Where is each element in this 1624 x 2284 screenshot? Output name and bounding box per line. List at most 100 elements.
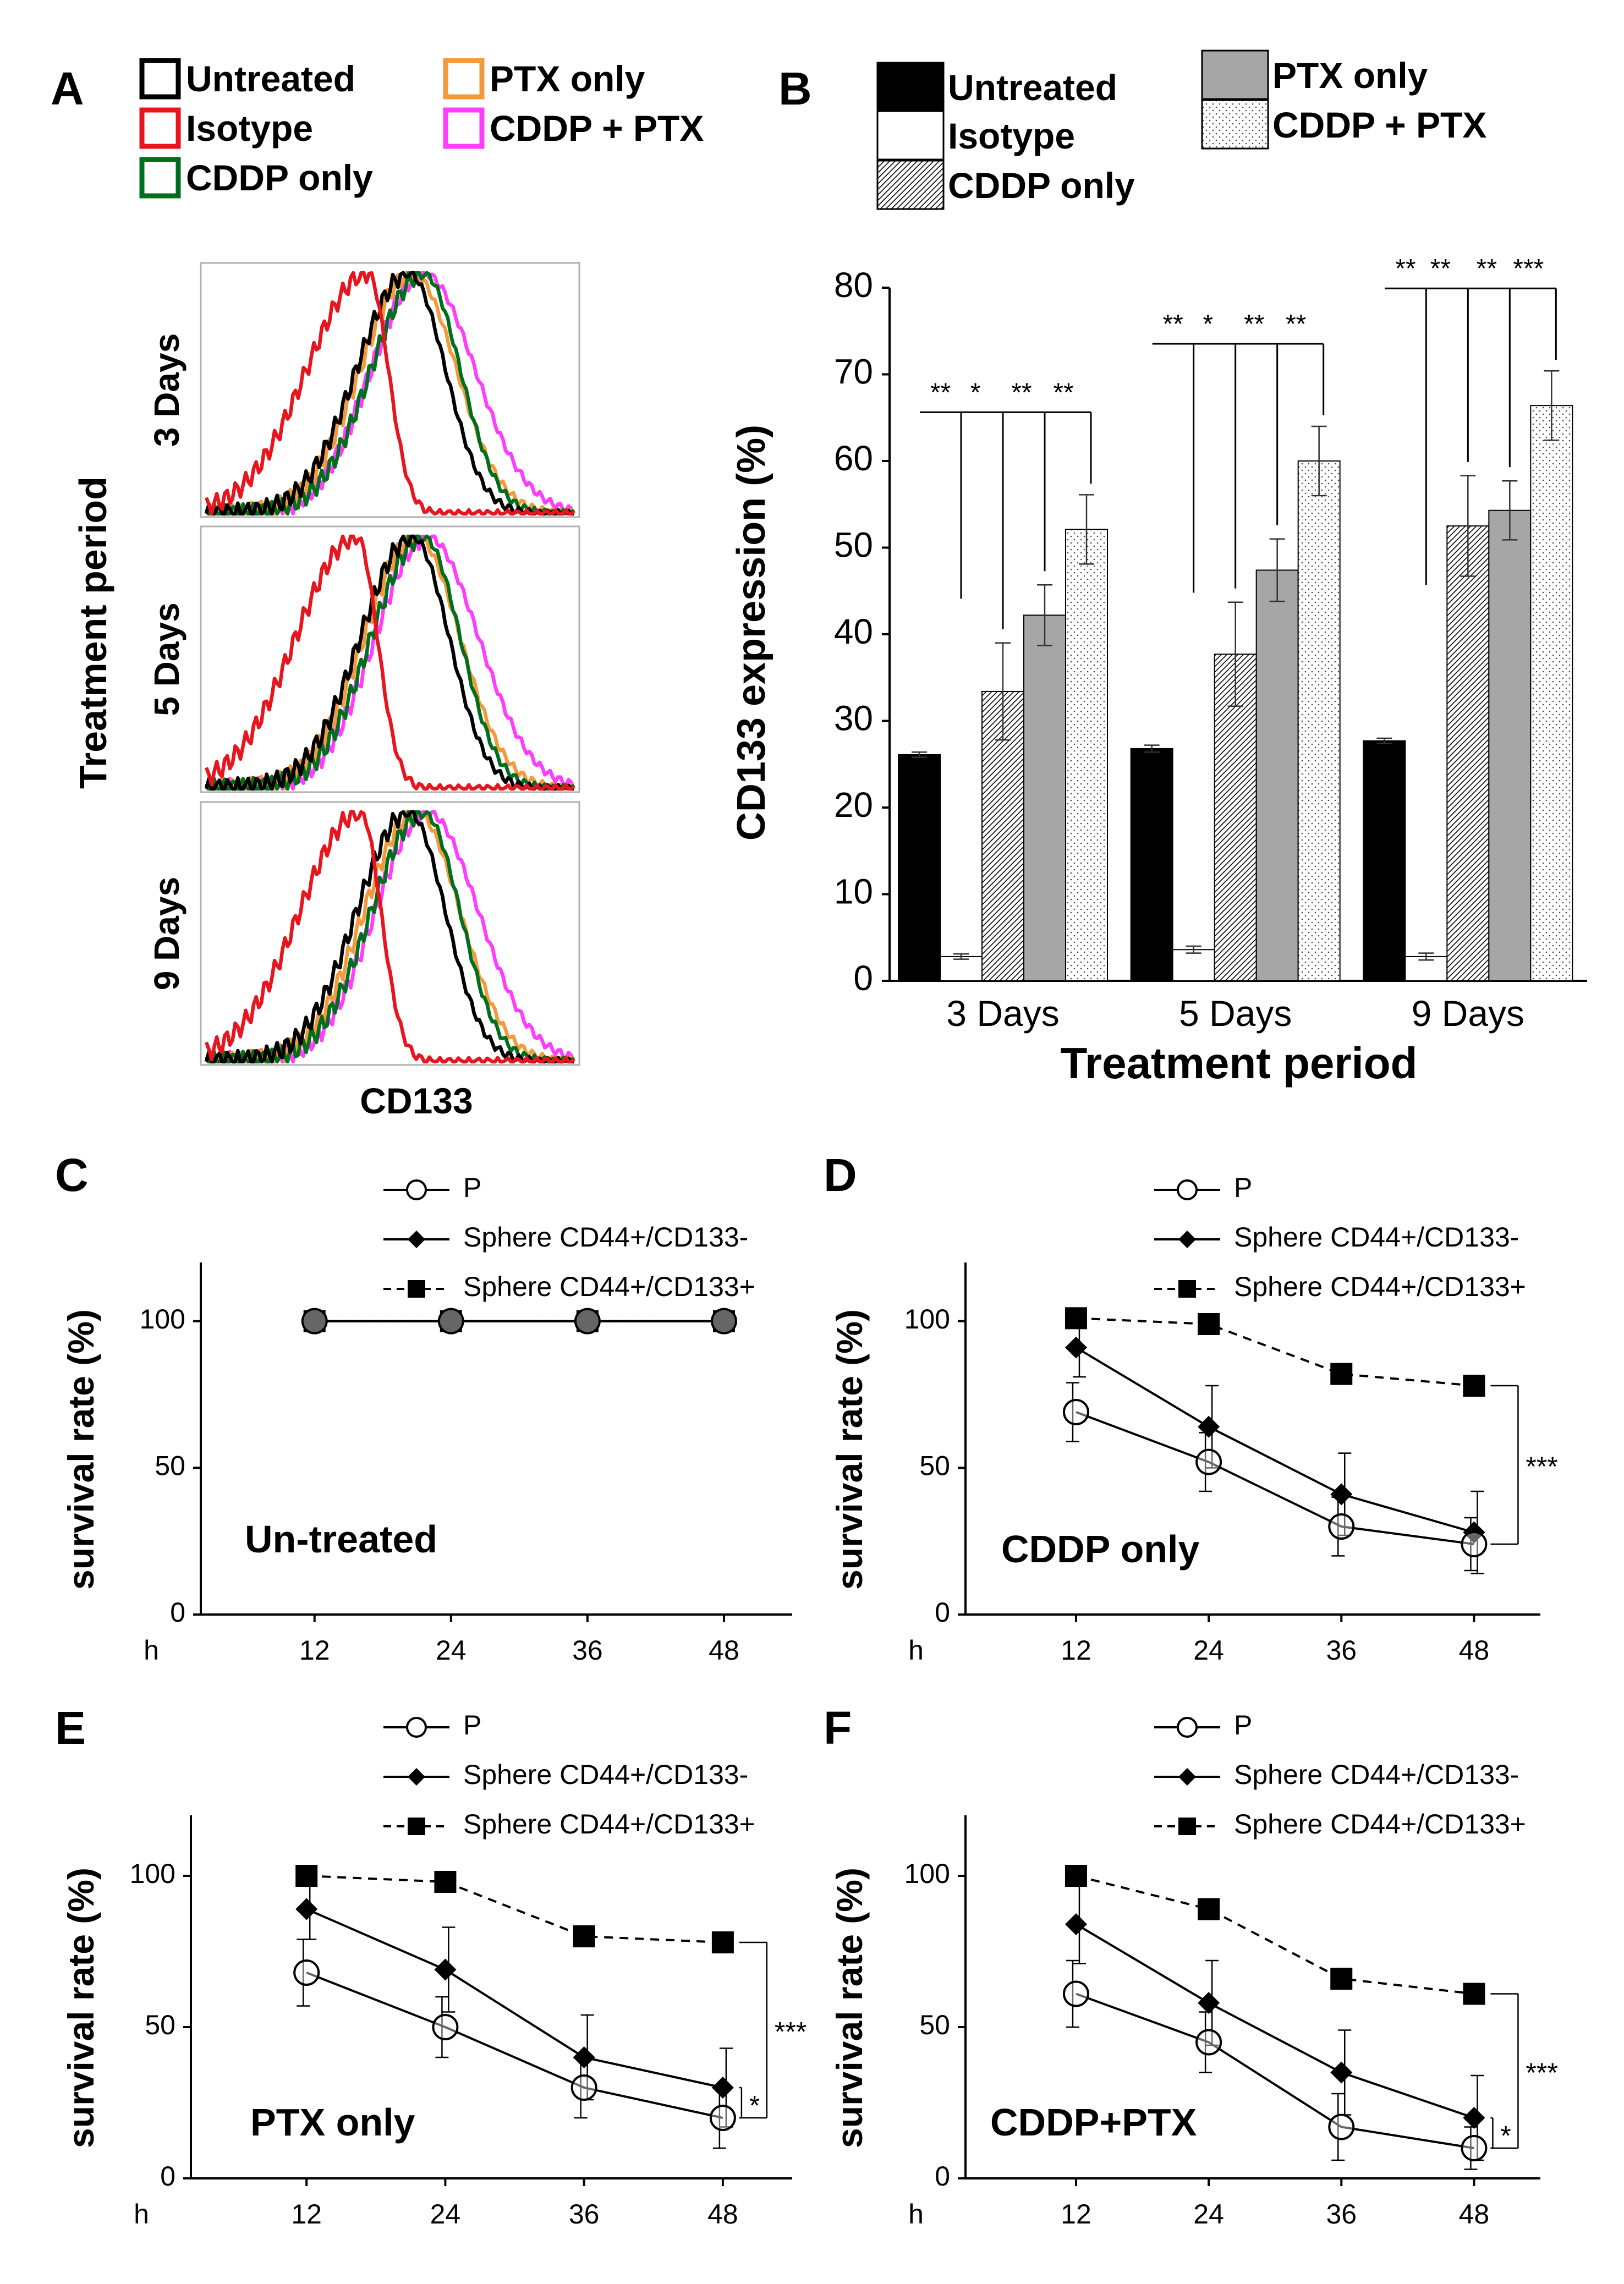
y-tick-label: 0 bbox=[935, 2161, 950, 2192]
data-point-p bbox=[301, 1308, 328, 1335]
axis-label-y: survival rate (%) bbox=[61, 1868, 101, 2148]
x-tick-label: 24 bbox=[1193, 1635, 1224, 1666]
legend-entry-cd133-pos: Sphere CD44+/CD133+ bbox=[383, 1809, 755, 1840]
x-tick-label: 24 bbox=[436, 1635, 467, 1666]
legend-label: Isotype bbox=[186, 108, 313, 149]
x-tick-label: 48 bbox=[707, 2199, 738, 2230]
legend-entry-cd133-pos: Sphere CD44+/CD133+ bbox=[383, 1271, 755, 1302]
bar-cddp-ptx-3-days bbox=[1065, 529, 1108, 981]
panel-letter-d: D bbox=[824, 1149, 857, 1201]
data-point-p bbox=[1195, 1448, 1222, 1475]
data-point-p bbox=[710, 1308, 737, 1335]
legend-label: P bbox=[463, 1710, 481, 1741]
marker-diamond bbox=[408, 1768, 425, 1786]
legend-entry-p: P bbox=[383, 1172, 481, 1203]
legend-label: CDDP only bbox=[948, 165, 1135, 206]
legend-entry-p: P bbox=[383, 1710, 481, 1741]
bar-ptx-only-9-days bbox=[1488, 509, 1532, 981]
data-point-p bbox=[570, 2074, 597, 2101]
bar-cddp-ptx-5-days bbox=[1297, 460, 1341, 981]
data-point-cd133-neg bbox=[1330, 2061, 1353, 2084]
x-tick-label: 48 bbox=[1459, 1635, 1490, 1666]
legend-entry-cd133-neg: Sphere CD44+/CD133- bbox=[1154, 1222, 1519, 1253]
legend-swatch bbox=[443, 107, 485, 149]
histogram-curve-isotype bbox=[204, 810, 575, 1064]
legend-entry-cddp-ptx: CDDP + PTX bbox=[1201, 99, 1486, 150]
legend-label: Sphere CD44+/CD133- bbox=[463, 1222, 748, 1253]
series-line-cd133-pos bbox=[1076, 1317, 1474, 1387]
data-point-cd133-neg bbox=[1198, 1992, 1220, 2014]
legend-label: P bbox=[1234, 1710, 1252, 1741]
x-tick-label: 9 Days bbox=[1412, 993, 1524, 1034]
bar-ptx-only-3-days bbox=[1023, 614, 1066, 981]
panel-letter-f: F bbox=[824, 1702, 852, 1754]
data-point-cd133-pos bbox=[1198, 1313, 1220, 1335]
data-point-cd133-pos bbox=[1330, 1968, 1353, 1990]
legend-swatch bbox=[139, 107, 181, 149]
data-point-cd133-pos bbox=[711, 1931, 734, 1953]
significance-label: *** bbox=[1513, 254, 1544, 283]
y-tick-label: 100 bbox=[140, 1304, 185, 1335]
x-tick-label: 36 bbox=[1326, 2199, 1357, 2230]
data-point-p bbox=[1062, 1399, 1089, 1425]
histogram-curve-ptx-only bbox=[206, 534, 575, 791]
marker-circle bbox=[1177, 1179, 1198, 1200]
row-label: 5 Days bbox=[147, 602, 186, 716]
legend-entry-cd133-neg: Sphere CD44+/CD133- bbox=[383, 1759, 748, 1790]
legend-entry-cddp-ptx: CDDP + PTX bbox=[443, 107, 704, 149]
bar-untreated-9-days bbox=[1363, 740, 1406, 981]
significance-label: * bbox=[970, 378, 981, 407]
data-point-p bbox=[437, 1308, 464, 1335]
data-point-cd133-neg bbox=[1065, 1336, 1087, 1359]
treatment-label: PTX only bbox=[250, 2101, 415, 2144]
x-tick-label: 48 bbox=[709, 1635, 739, 1666]
bar-isotype-5-days bbox=[1172, 949, 1215, 982]
legend-label: PTX only bbox=[1272, 55, 1428, 96]
marker-square bbox=[408, 1818, 425, 1835]
y-tick-label: 0 bbox=[853, 958, 873, 998]
x-tick-label: 12 bbox=[1061, 1635, 1091, 1666]
marker-circle bbox=[406, 1179, 427, 1200]
axis-label-x: CD133 bbox=[360, 1080, 473, 1121]
legend-label: Untreated bbox=[948, 67, 1117, 108]
legend-entry-cddp-only: CDDP only bbox=[139, 157, 373, 199]
histogram-panel: 9 Days bbox=[147, 801, 580, 1066]
legend-entry-ptx-only: PTX only bbox=[443, 58, 645, 100]
x-tick-label: 12 bbox=[299, 1635, 330, 1666]
data-point-p bbox=[1461, 2135, 1488, 2161]
data-point-p bbox=[709, 2105, 736, 2131]
series-line-cd133-neg bbox=[1075, 1923, 1475, 2119]
panel-letter-c: C bbox=[55, 1149, 89, 1201]
y-tick-label: 80 bbox=[834, 265, 873, 305]
data-point-cd133-pos bbox=[1463, 1983, 1485, 2005]
axis-label-y: Treatment period bbox=[72, 476, 114, 789]
x-tick-label: 24 bbox=[1193, 2199, 1224, 2230]
y-tick-label: 50 bbox=[919, 2010, 950, 2040]
data-point-cd133-pos bbox=[295, 1865, 318, 1887]
y-tick-label: 50 bbox=[155, 1451, 185, 1481]
significance-label: * bbox=[1500, 2121, 1511, 2151]
legend-swatch bbox=[139, 157, 181, 199]
legend-entry-untreated: Untreated bbox=[139, 58, 355, 100]
significance-label: *** bbox=[1526, 1451, 1557, 1482]
marker-diamond bbox=[1178, 1768, 1196, 1786]
panel-c: C 0 50 100 12 24 36 48 h survival rate (%) Un-trea… bbox=[55, 1149, 792, 1666]
data-point-p bbox=[1461, 1531, 1488, 1557]
x-tick-label: 48 bbox=[1459, 2199, 1490, 2230]
series-line-cd133-pos bbox=[1076, 1875, 1474, 1995]
legend-label: Sphere CD44+/CD133- bbox=[1234, 1222, 1519, 1253]
data-point-p bbox=[1062, 1980, 1089, 2007]
series-line-cd133-neg bbox=[1075, 1346, 1474, 1534]
marker-square bbox=[1178, 1818, 1196, 1835]
significance-label: ** bbox=[1244, 310, 1264, 339]
legend-label: P bbox=[463, 1172, 481, 1203]
panel-a: A Untreated Isotype CDDP only PTX only CDDP +… bbox=[51, 58, 704, 1121]
panel-letter-e: E bbox=[55, 1702, 86, 1754]
legend-label: Sphere CD44+/CD133- bbox=[463, 1759, 748, 1790]
x-tick-label: 36 bbox=[569, 2199, 600, 2230]
series-line-cd133-neg bbox=[306, 1908, 723, 2089]
legend-swatch bbox=[443, 58, 485, 100]
y-tick-label: 100 bbox=[904, 1304, 950, 1335]
legend-swatch bbox=[1201, 50, 1269, 100]
